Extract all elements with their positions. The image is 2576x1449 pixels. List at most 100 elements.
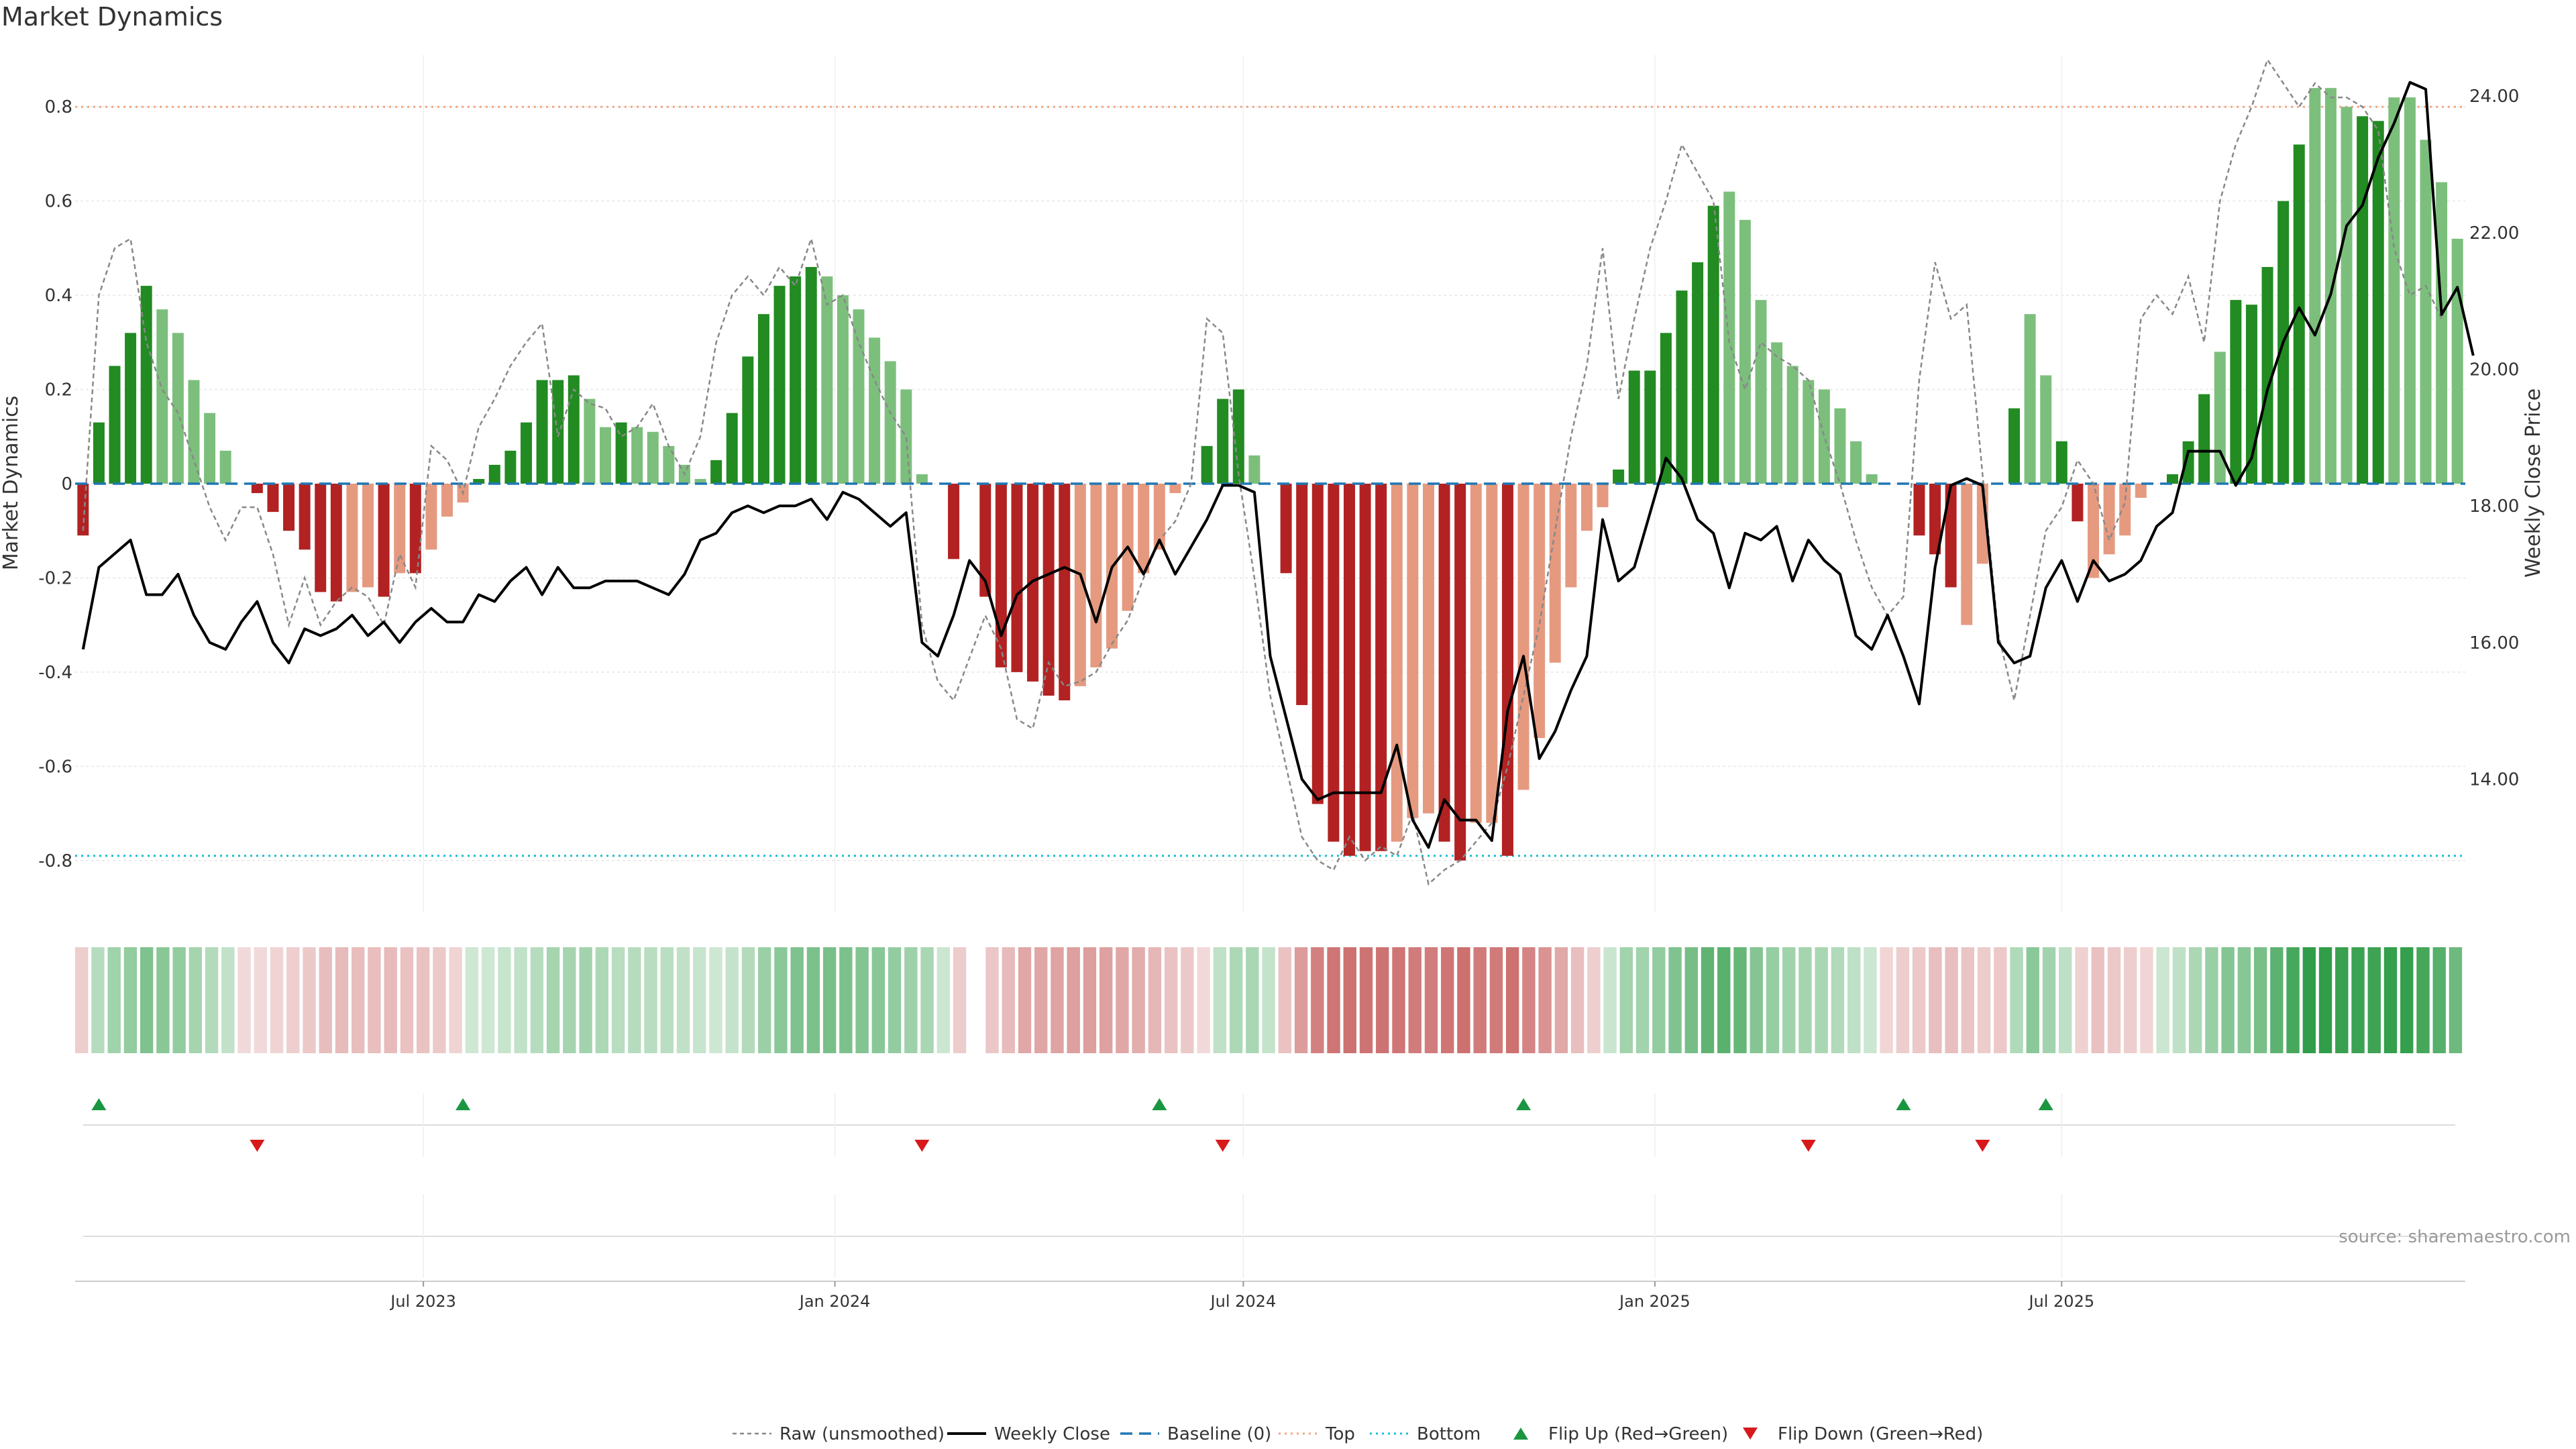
heat-cell bbox=[1018, 947, 1032, 1053]
dynamics-bar bbox=[1613, 469, 1625, 484]
heat-cell bbox=[1929, 947, 1942, 1053]
dynamics-bar bbox=[1803, 380, 1815, 484]
heat-cell bbox=[1148, 947, 1162, 1053]
heat-cell bbox=[579, 947, 592, 1053]
heat-cell bbox=[1392, 947, 1405, 1053]
heat-cell bbox=[2091, 947, 2104, 1053]
heat-cell bbox=[595, 947, 609, 1053]
heat-cell bbox=[2270, 947, 2284, 1053]
flip-up-marker bbox=[1896, 1098, 1911, 1110]
heat-cell bbox=[1652, 947, 1666, 1053]
dynamics-bar bbox=[2087, 484, 2099, 578]
heat-cell bbox=[1961, 947, 1975, 1053]
dynamics-bar bbox=[1343, 484, 1355, 856]
dynamics-bar bbox=[1707, 205, 1719, 484]
dynamics-bar bbox=[2024, 314, 2036, 484]
heat-cell bbox=[2205, 947, 2218, 1053]
heat-cell bbox=[2156, 947, 2169, 1053]
legend-swatch-flip-down bbox=[1743, 1428, 1758, 1440]
heat-cell bbox=[1424, 947, 1438, 1053]
flip-up-marker bbox=[455, 1098, 471, 1110]
dynamics-bar bbox=[2388, 97, 2400, 484]
flip-down-marker bbox=[250, 1140, 265, 1152]
heat-cell bbox=[741, 947, 755, 1053]
heat-cell bbox=[1505, 947, 1519, 1053]
heat-cell bbox=[822, 947, 837, 1053]
heat-cell bbox=[221, 947, 235, 1053]
dynamics-bar bbox=[2341, 107, 2353, 484]
dynamics-bar bbox=[1818, 389, 1830, 484]
heat-cell bbox=[1213, 947, 1227, 1053]
heat-cell bbox=[156, 947, 170, 1053]
dynamics-bar bbox=[2214, 352, 2226, 484]
dynamics-bar bbox=[1565, 484, 1577, 588]
dynamics-bar bbox=[773, 286, 786, 484]
heat-cell bbox=[1246, 947, 1259, 1053]
heat-cell bbox=[1002, 947, 1015, 1053]
dynamics-bar bbox=[853, 309, 865, 484]
flip-markers-panel bbox=[83, 1093, 2455, 1278]
heat-cell bbox=[709, 947, 722, 1053]
heat-cell bbox=[2124, 947, 2137, 1053]
heat-cell bbox=[758, 947, 771, 1053]
dynamics-bar bbox=[156, 309, 168, 484]
heat-cell bbox=[1733, 947, 1747, 1053]
flip-down-marker bbox=[914, 1140, 930, 1152]
heat-cell bbox=[530, 947, 544, 1053]
dynamics-bar bbox=[1438, 484, 1450, 842]
heat-cell bbox=[1684, 947, 1698, 1053]
dynamics-bar bbox=[299, 484, 311, 550]
dynamics-bar bbox=[2135, 484, 2147, 498]
heat-cell bbox=[2026, 947, 2039, 1053]
heat-cell bbox=[2416, 947, 2430, 1053]
dynamics-bar bbox=[140, 286, 152, 484]
dynamics-bar bbox=[1929, 484, 1941, 555]
heat-cell bbox=[2237, 947, 2251, 1053]
dynamics-bar bbox=[1074, 484, 1086, 686]
heat-cell bbox=[384, 947, 397, 1053]
dynamics-bar bbox=[2040, 375, 2052, 484]
legend-label: Top bbox=[1325, 1424, 1355, 1444]
y2-tick-label: 16.00 bbox=[2469, 633, 2519, 653]
legend-label: Bottom bbox=[1417, 1424, 1481, 1444]
flip-down-marker bbox=[1975, 1140, 1990, 1152]
heat-cell bbox=[563, 947, 576, 1053]
heat-cell bbox=[1051, 947, 1064, 1053]
heat-cell bbox=[2335, 947, 2349, 1053]
dynamics-bar bbox=[1248, 455, 1260, 484]
dynamics-bar bbox=[473, 478, 485, 484]
dynamics-bar bbox=[1771, 342, 1783, 484]
heat-cell bbox=[1294, 947, 1308, 1053]
heat-cell bbox=[2059, 947, 2072, 1053]
heat-cell bbox=[335, 947, 349, 1053]
heat-cell bbox=[481, 947, 495, 1053]
chart-title: Market Dynamics bbox=[1, 2, 223, 32]
dynamics-bar bbox=[346, 484, 358, 592]
heat-cell bbox=[1538, 947, 1552, 1053]
dynamics-bar bbox=[2436, 182, 2448, 484]
x-axis: Jul 2023 Jan 2024 Jul 2024 Jan 2025 Jul 2025 bbox=[75, 1281, 2465, 1311]
heat-cell bbox=[1116, 947, 1129, 1053]
heat-cell bbox=[449, 947, 462, 1053]
heat-cell bbox=[1311, 947, 1324, 1053]
dynamics-bar bbox=[1945, 484, 1957, 588]
heat-cell bbox=[611, 947, 625, 1053]
dynamics-bar bbox=[172, 333, 184, 484]
dynamics-bar bbox=[1201, 445, 1213, 484]
heat-cell bbox=[1717, 947, 1731, 1053]
heat-cell bbox=[1457, 947, 1470, 1053]
dynamics-bar bbox=[1913, 484, 1925, 536]
dynamics-bar bbox=[1153, 484, 1165, 550]
y-tick-label: -0.8 bbox=[38, 851, 72, 871]
dynamics-bar bbox=[1597, 484, 1609, 508]
dynamics-bar bbox=[330, 484, 342, 602]
heat-cell bbox=[1473, 947, 1487, 1053]
dynamics-bar bbox=[1850, 441, 1862, 484]
heat-cell bbox=[1847, 947, 1861, 1053]
dynamics-bar bbox=[283, 484, 295, 531]
heat-cell bbox=[2140, 947, 2153, 1053]
y-tick-label: 0.4 bbox=[45, 286, 72, 306]
flip-down-marker bbox=[1215, 1140, 1230, 1152]
dynamics-bar bbox=[647, 431, 659, 484]
dynamics-bar bbox=[536, 380, 548, 484]
